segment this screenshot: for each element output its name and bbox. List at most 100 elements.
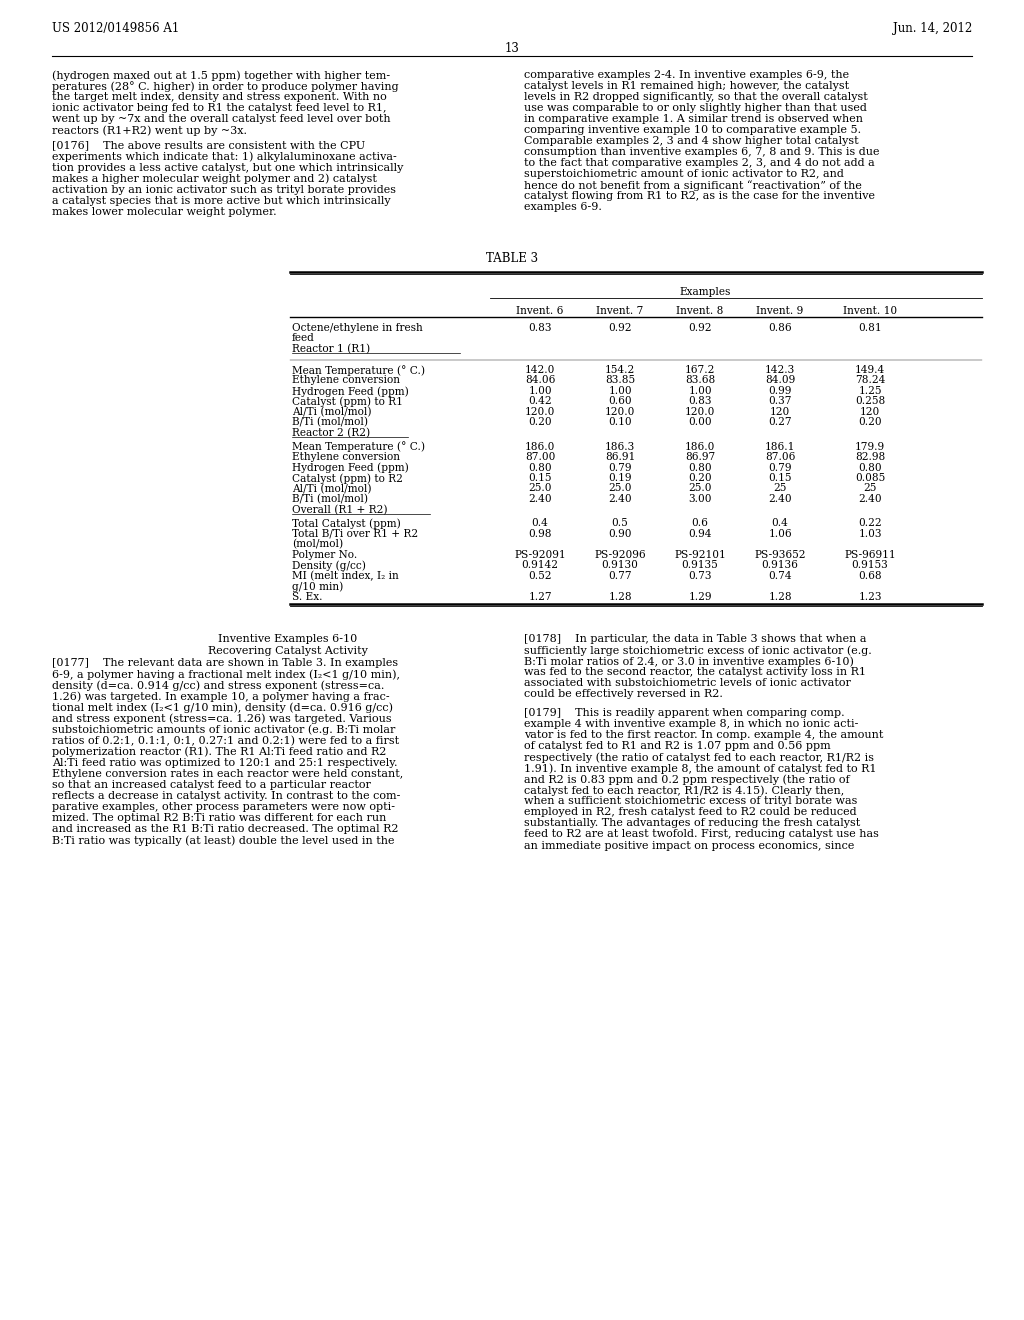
Text: TABLE 3: TABLE 3 xyxy=(486,252,538,265)
Text: PS-93652: PS-93652 xyxy=(755,549,806,560)
Text: 154.2: 154.2 xyxy=(605,364,635,375)
Text: 87.06: 87.06 xyxy=(765,451,796,462)
Text: tional melt index (I₂<1 g/10 min), density (d=ca. 0.916 g/cc): tional melt index (I₂<1 g/10 min), densi… xyxy=(52,702,393,713)
Text: Jun. 14, 2012: Jun. 14, 2012 xyxy=(893,22,972,36)
Text: 0.9135: 0.9135 xyxy=(682,560,719,570)
Text: parative examples, other process parameters were now opti-: parative examples, other process paramet… xyxy=(52,801,395,812)
Text: 186.3: 186.3 xyxy=(605,441,635,451)
Text: 25: 25 xyxy=(773,483,786,494)
Text: could be effectively reversed in R2.: could be effectively reversed in R2. xyxy=(524,689,723,700)
Text: 0.80: 0.80 xyxy=(528,462,552,473)
Text: ionic activator being fed to R1 the catalyst feed level to R1,: ionic activator being fed to R1 the cata… xyxy=(52,103,386,114)
Text: Mean Temperature (° C.): Mean Temperature (° C.) xyxy=(292,364,425,376)
Text: Al/Ti (mol/mol): Al/Ti (mol/mol) xyxy=(292,407,372,417)
Text: 84.06: 84.06 xyxy=(525,375,555,385)
Text: Octene/ethylene in fresh: Octene/ethylene in fresh xyxy=(292,323,423,333)
Text: 0.9130: 0.9130 xyxy=(601,560,638,570)
Text: substoichiometric amounts of ionic activator (e.g. B:Ti molar: substoichiometric amounts of ionic activ… xyxy=(52,725,395,735)
Text: 0.20: 0.20 xyxy=(528,417,552,428)
Text: 1.29: 1.29 xyxy=(688,591,712,602)
Text: [0178]    In particular, the data in Table 3 shows that when a: [0178] In particular, the data in Table … xyxy=(524,634,866,644)
Text: 0.80: 0.80 xyxy=(688,462,712,473)
Text: 0.258: 0.258 xyxy=(855,396,885,407)
Text: 0.5: 0.5 xyxy=(611,517,629,528)
Text: 0.20: 0.20 xyxy=(688,473,712,483)
Text: B/Ti (mol/mol): B/Ti (mol/mol) xyxy=(292,494,368,504)
Text: makes a higher molecular weight polymer and 2) catalyst: makes a higher molecular weight polymer … xyxy=(52,174,377,185)
Text: ratios of 0.2:1, 0.1:1, 0:1, 0.27:1 and 0.2:1) were fed to a first: ratios of 0.2:1, 0.1:1, 0:1, 0.27:1 and … xyxy=(52,735,399,746)
Text: 0.94: 0.94 xyxy=(688,528,712,539)
Text: 120.0: 120.0 xyxy=(605,407,635,417)
Text: feed: feed xyxy=(292,334,314,343)
Text: 25.0: 25.0 xyxy=(688,483,712,494)
Text: and increased as the R1 B:Ti ratio decreased. The optimal R2: and increased as the R1 B:Ti ratio decre… xyxy=(52,824,398,834)
Text: 1.06: 1.06 xyxy=(768,528,792,539)
Text: Ethylene conversion: Ethylene conversion xyxy=(292,375,400,385)
Text: 0.79: 0.79 xyxy=(608,462,632,473)
Text: Hydrogen Feed (ppm): Hydrogen Feed (ppm) xyxy=(292,385,409,396)
Text: Overall (R1 + R2): Overall (R1 + R2) xyxy=(292,504,387,515)
Text: experiments which indicate that: 1) alkylaluminoxane activa-: experiments which indicate that: 1) alky… xyxy=(52,152,396,162)
Text: comparative examples 2-4. In inventive examples 6-9, the: comparative examples 2-4. In inventive e… xyxy=(524,70,849,81)
Text: reflects a decrease in catalyst activity. In contrast to the com-: reflects a decrease in catalyst activity… xyxy=(52,791,400,801)
Text: 1.26) was targeted. In example 10, a polymer having a frac-: 1.26) was targeted. In example 10, a pol… xyxy=(52,692,389,702)
Text: consumption than inventive examples 6, 7, 8 and 9. This is due: consumption than inventive examples 6, 7… xyxy=(524,148,880,157)
Text: 0.085: 0.085 xyxy=(855,473,885,483)
Text: tion provides a less active catalyst, but one which intrinsically: tion provides a less active catalyst, bu… xyxy=(52,162,403,173)
Text: Examples: Examples xyxy=(679,288,731,297)
Text: Invent. 9: Invent. 9 xyxy=(757,306,804,317)
Text: 0.9153: 0.9153 xyxy=(852,560,889,570)
Text: to the fact that comparative examples 2, 3, and 4 do not add a: to the fact that comparative examples 2,… xyxy=(524,158,874,169)
Text: 0.83: 0.83 xyxy=(688,396,712,407)
Text: Reactor 1 (R1): Reactor 1 (R1) xyxy=(292,345,370,354)
Text: sufficiently large stoichiometric excess of ionic activator (e.g.: sufficiently large stoichiometric excess… xyxy=(524,645,871,656)
Text: 0.92: 0.92 xyxy=(688,323,712,333)
Text: 6-9, a polymer having a fractional melt index (I₂<1 g/10 min),: 6-9, a polymer having a fractional melt … xyxy=(52,669,400,680)
Text: Mean Temperature (° C.): Mean Temperature (° C.) xyxy=(292,441,425,453)
Text: feed to R2 are at least twofold. First, reducing catalyst use has: feed to R2 are at least twofold. First, … xyxy=(524,829,879,840)
Text: 1.91). In inventive example 8, the amount of catalyst fed to R1: 1.91). In inventive example 8, the amoun… xyxy=(524,763,877,774)
Text: 13: 13 xyxy=(505,42,519,55)
Text: density (d=ca. 0.914 g/cc) and stress exponent (stress=ca.: density (d=ca. 0.914 g/cc) and stress ex… xyxy=(52,680,384,692)
Text: reactors (R1+R2) went up by ~3x.: reactors (R1+R2) went up by ~3x. xyxy=(52,125,247,136)
Text: 0.27: 0.27 xyxy=(768,417,792,428)
Text: polymerization reactor (R1). The R1 Al:Ti feed ratio and R2: polymerization reactor (R1). The R1 Al:T… xyxy=(52,747,386,758)
Text: comparing inventive example 10 to comparative example 5.: comparing inventive example 10 to compar… xyxy=(524,125,861,135)
Text: 149.4: 149.4 xyxy=(855,364,885,375)
Text: 25: 25 xyxy=(863,483,877,494)
Text: 0.9136: 0.9136 xyxy=(762,560,799,570)
Text: of catalyst fed to R1 and R2 is 1.07 ppm and 0.56 ppm: of catalyst fed to R1 and R2 is 1.07 ppm… xyxy=(524,741,830,751)
Text: 0.81: 0.81 xyxy=(858,323,882,333)
Text: a catalyst species that is more active but which intrinsically: a catalyst species that is more active b… xyxy=(52,195,390,206)
Text: PS-92096: PS-92096 xyxy=(594,549,646,560)
Text: 142.0: 142.0 xyxy=(525,364,555,375)
Text: was fed to the second reactor, the catalyst activity loss in R1: was fed to the second reactor, the catal… xyxy=(524,667,866,677)
Text: Ethylene conversion rates in each reactor were held constant,: Ethylene conversion rates in each reacto… xyxy=(52,768,403,779)
Text: and stress exponent (stress=ca. 1.26) was targeted. Various: and stress exponent (stress=ca. 1.26) wa… xyxy=(52,714,391,725)
Text: substantially. The advantages of reducing the fresh catalyst: substantially. The advantages of reducin… xyxy=(524,818,860,829)
Text: example 4 with inventive example 8, in which no ionic acti-: example 4 with inventive example 8, in w… xyxy=(524,719,858,729)
Text: 0.42: 0.42 xyxy=(528,396,552,407)
Text: 2.40: 2.40 xyxy=(858,494,882,504)
Text: 0.6: 0.6 xyxy=(691,517,709,528)
Text: 0.22: 0.22 xyxy=(858,517,882,528)
Text: 167.2: 167.2 xyxy=(685,364,715,375)
Text: 0.68: 0.68 xyxy=(858,570,882,581)
Text: in comparative example 1. A similar trend is observed when: in comparative example 1. A similar tren… xyxy=(524,114,863,124)
Text: 0.37: 0.37 xyxy=(768,396,792,407)
Text: Inventive Examples 6-10: Inventive Examples 6-10 xyxy=(218,634,357,644)
Text: 83.85: 83.85 xyxy=(605,375,635,385)
Text: 2.40: 2.40 xyxy=(768,494,792,504)
Text: 84.09: 84.09 xyxy=(765,375,795,385)
Text: hence do not benefit from a significant “reactivation” of the: hence do not benefit from a significant … xyxy=(524,181,862,191)
Text: Catalyst (ppm) to R1: Catalyst (ppm) to R1 xyxy=(292,396,402,407)
Text: 1.00: 1.00 xyxy=(528,385,552,396)
Text: 0.74: 0.74 xyxy=(768,570,792,581)
Text: superstoichiometric amount of ionic activator to R2, and: superstoichiometric amount of ionic acti… xyxy=(524,169,844,180)
Text: 0.77: 0.77 xyxy=(608,570,632,581)
Text: B:Ti ratio was typically (at least) double the level used in the: B:Ti ratio was typically (at least) doub… xyxy=(52,836,394,846)
Text: 0.10: 0.10 xyxy=(608,417,632,428)
Text: 1.25: 1.25 xyxy=(858,385,882,396)
Text: [0177]    The relevant data are shown in Table 3. In examples: [0177] The relevant data are shown in Ta… xyxy=(52,659,398,668)
Text: 120: 120 xyxy=(770,407,791,417)
